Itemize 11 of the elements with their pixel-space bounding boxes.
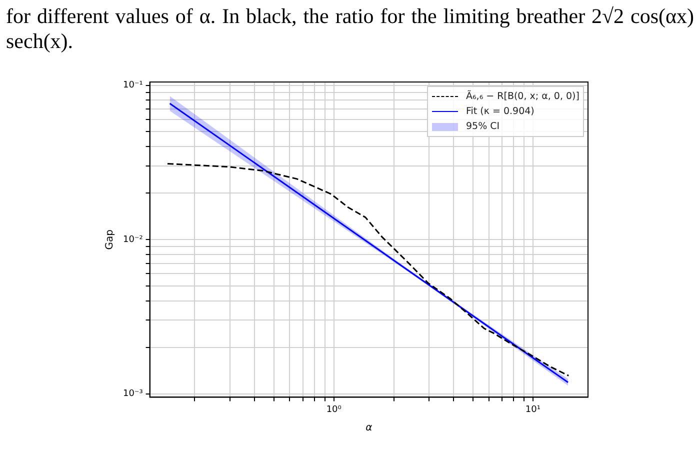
legend-label: Ã₆,₆ − R[B(0, x; α, 0, 0)]: [466, 91, 580, 102]
y-tick-label: 10⁻²: [123, 234, 144, 245]
y-axis-title: Gap: [104, 229, 116, 250]
text: for different values of α. In black, the ratio for the limiting breather 2√2 cos(αx) sech(x).: [6, 4, 694, 54]
x-axis-title: α: [366, 422, 373, 434]
annotation: 95% CI: [466, 121, 500, 132]
x-tick-label: 10⁰: [326, 404, 342, 415]
x-tick-label: 10¹: [525, 404, 541, 415]
y-tick-label: 10⁻³: [123, 389, 144, 400]
legend-label: Fit (κ = 0.904): [466, 106, 534, 117]
y-tick-label: 10⁻¹: [123, 80, 144, 91]
